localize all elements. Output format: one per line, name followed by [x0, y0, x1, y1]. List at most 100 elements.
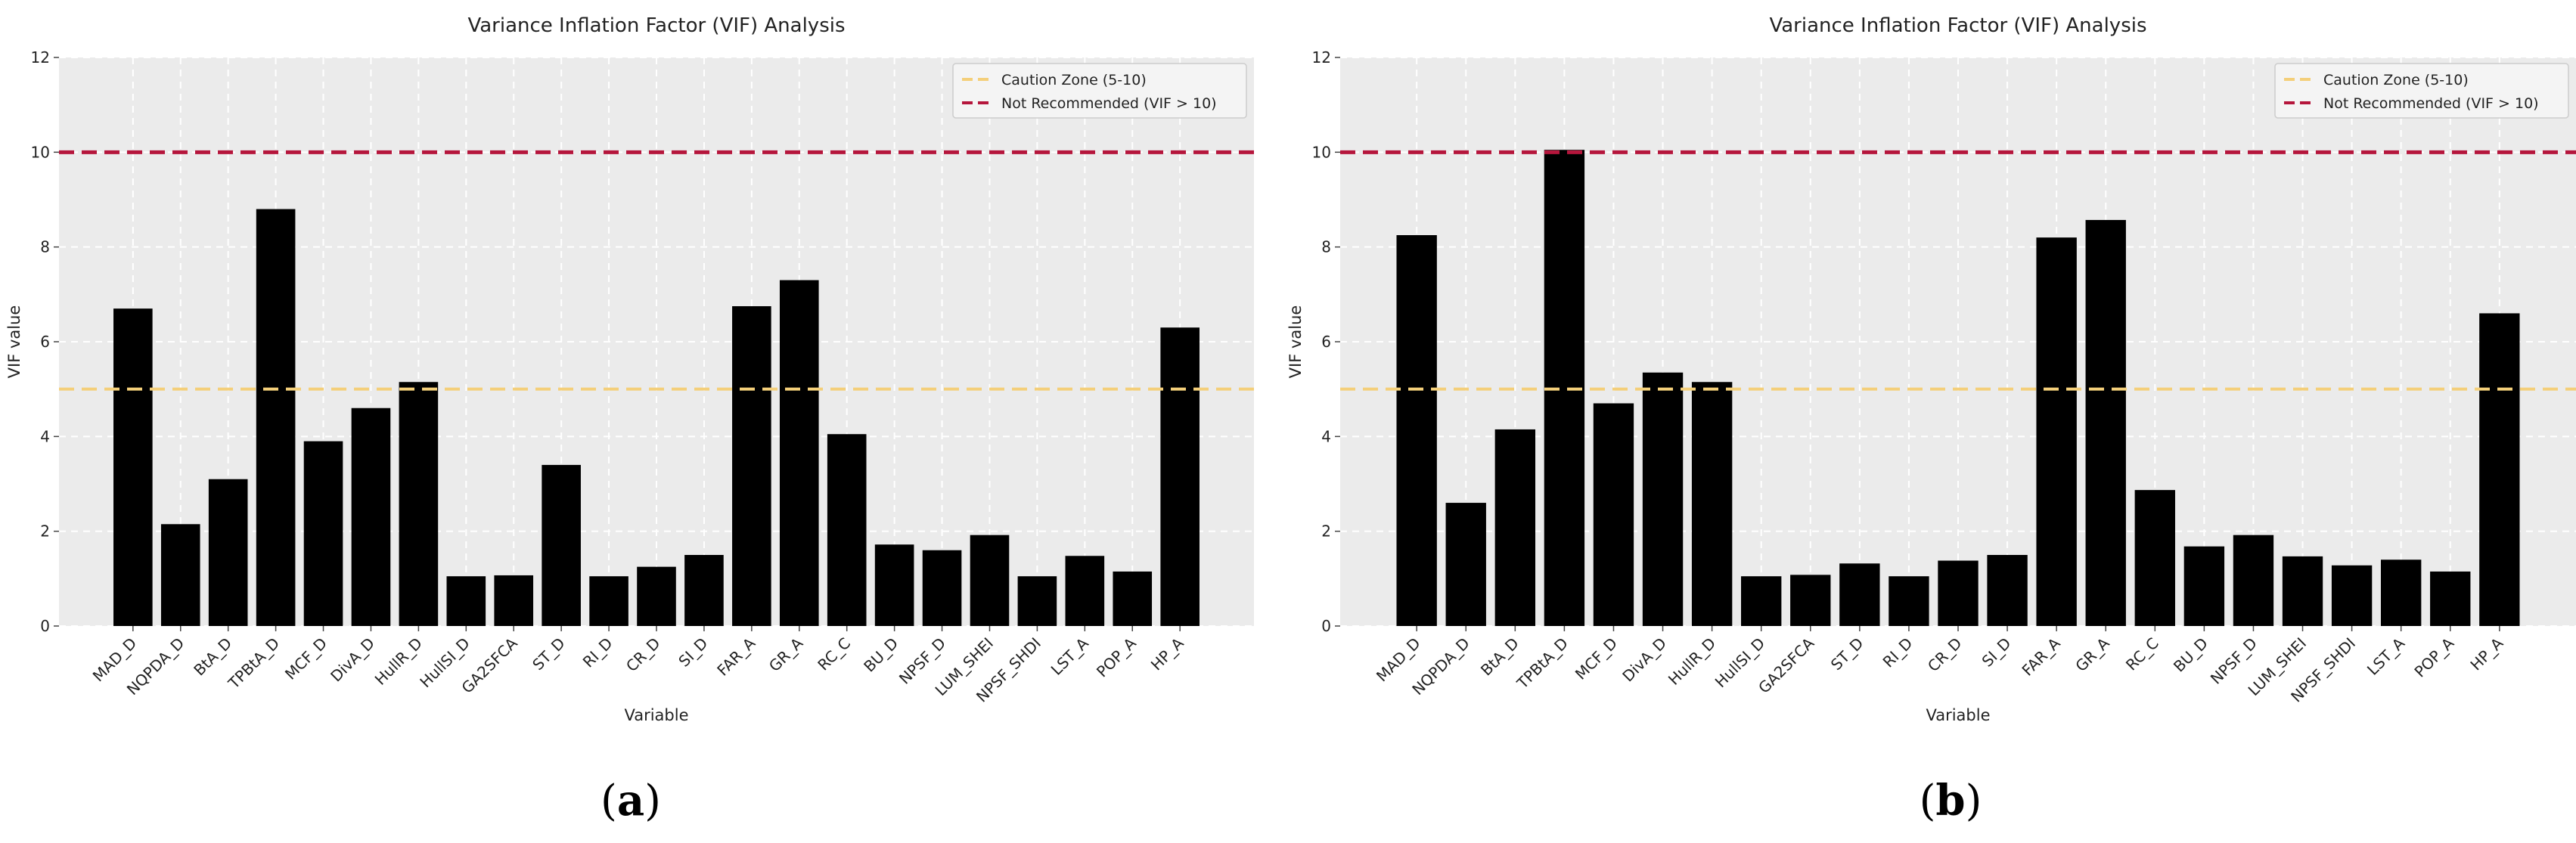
x-tick-label: BU_D: [860, 634, 902, 676]
legend-entry: Not Recommended (VIF > 10): [1001, 95, 1217, 112]
x-tick-label: CR_D: [622, 634, 664, 676]
panel-label-letter: a: [617, 776, 644, 826]
bar-POP_A: [2430, 571, 2471, 626]
x-tick-label: RC_C: [814, 634, 854, 674]
panel-label-open-paren: (: [601, 776, 617, 826]
x-tick-label: RC_C: [2122, 634, 2162, 674]
bar-NPSF_SHDI: [1017, 576, 1057, 626]
bar-GA2SFCA: [494, 575, 534, 626]
y-tick-label: 12: [1312, 48, 1331, 67]
bar-BU_D: [2183, 546, 2225, 626]
bar-RI_D: [1889, 576, 1929, 626]
bar-RC_C: [827, 434, 867, 626]
bar-LUM_SHEI: [970, 535, 1010, 626]
legend: Caution Zone (5-10) Not Recommended (VIF …: [2274, 63, 2569, 119]
y-tick-label: 6: [1321, 333, 1331, 351]
panel-label-letter: b: [1935, 776, 1965, 826]
legend-box: [2274, 63, 2569, 119]
x-tick-label: MCF_D: [1572, 634, 1621, 683]
bar-CR_D: [637, 566, 676, 626]
y-tick-label: 0: [1321, 617, 1331, 635]
y-tick-label: 4: [40, 427, 50, 445]
bar-ST_D: [542, 464, 581, 626]
x-tick-label: SI_D: [1979, 634, 2015, 671]
x-tick-label: BU_D: [2170, 634, 2211, 676]
bar-GA2SFCA: [1790, 575, 1831, 626]
bar-DivA_D: [1642, 372, 1684, 626]
bar-DivA_D: [351, 408, 391, 626]
x-tick-label: LST_A: [1047, 634, 1092, 678]
bar-HullR_D: [1691, 382, 1733, 626]
x-tick-label: BtA_D: [190, 634, 235, 680]
bar-NPSF_D: [922, 550, 962, 626]
panel-label-close-paren: ): [1966, 776, 1982, 826]
bar-HullSI_D: [1741, 576, 1782, 626]
bar-ST_D: [1839, 563, 1880, 626]
panel-label: (b): [1920, 776, 1982, 826]
bar-HP_A: [1160, 327, 1200, 626]
legend: Caution Zone (5-10) Not Recommended (VIF …: [952, 63, 1247, 119]
x-tick-label: HullR_D: [1665, 634, 1719, 689]
x-tick-label: TPBtA_D: [224, 634, 283, 693]
x-tick-label: DivA_D: [327, 634, 378, 686]
chart-title: Variance Inflation Factor (VIF) Analysis: [467, 14, 845, 37]
legend-entry: Caution Zone (5-10): [2323, 72, 2469, 88]
x-tick-label: MCF_D: [281, 634, 331, 683]
bar-MCF_D: [1593, 403, 1634, 626]
bar-FAR_A: [732, 306, 771, 626]
y-tick-label: 12: [31, 48, 50, 67]
y-tick-label: 8: [1321, 238, 1331, 256]
y-axis-label: VIF value: [1286, 305, 1305, 379]
y-tick-label: 10: [31, 143, 50, 161]
x-tick-label: RI_D: [1879, 634, 1916, 671]
bar-LST_A: [2381, 559, 2422, 626]
y-tick-label: 10: [1312, 143, 1331, 161]
y-axis-label: VIF value: [5, 305, 23, 379]
panel-label-close-paren: ): [644, 776, 661, 826]
panel-label: (a): [601, 776, 661, 826]
bar-SI_D: [1987, 555, 2028, 626]
bar-FAR_A: [2036, 237, 2077, 627]
bar-LST_A: [1065, 556, 1105, 626]
bar-BtA_D: [1494, 429, 1535, 626]
x-tick-label: GR_A: [2072, 634, 2113, 675]
x-tick-label: CR_D: [1924, 634, 1966, 676]
legend-entry: Not Recommended (VIF > 10): [2323, 95, 2539, 112]
bar-POP_A: [1113, 571, 1153, 626]
bar-HullSI_D: [446, 576, 486, 626]
bar-NPSF_SHDI: [2331, 565, 2373, 626]
bar-NQPDA_D: [1445, 503, 1486, 626]
bar-RI_D: [589, 576, 628, 626]
x-tick-label: SI_D: [675, 634, 711, 671]
x-tick-label: LST_A: [2363, 634, 2408, 678]
x-tick-label: ST_D: [529, 634, 569, 674]
y-tick-label: 2: [40, 522, 50, 541]
y-tick-label: 2: [1321, 522, 1331, 541]
bar-MAD_D: [113, 308, 153, 626]
bar-LUM_SHEI: [2282, 556, 2323, 626]
bar-GR_A: [779, 280, 819, 626]
legend-box: [952, 63, 1247, 119]
bar-SI_D: [684, 555, 724, 626]
x-tick-label: TPBtA_D: [1513, 634, 1572, 693]
y-tick-label: 0: [40, 617, 50, 635]
x-tick-label: POP_A: [1093, 634, 1140, 680]
bar-MAD_D: [1396, 235, 1437, 626]
x-tick-label: POP_A: [2410, 634, 2457, 680]
bar-NPSF_D: [2233, 535, 2274, 626]
x-axis-label: Variable: [1926, 706, 1990, 724]
legend-entry: Caution Zone (5-10): [1001, 72, 1147, 88]
chart-title: Variance Inflation Factor (VIF) Analysis: [1769, 14, 2146, 37]
bar-GR_A: [2085, 219, 2126, 626]
bar-NQPDA_D: [160, 524, 200, 626]
bar-HP_A: [2479, 313, 2520, 626]
x-tick-label: ST_D: [1827, 634, 1867, 674]
bar-BU_D: [874, 544, 914, 626]
x-tick-label: HP_A: [1147, 634, 1187, 674]
bar-RC_C: [2134, 490, 2175, 626]
x-tick-label: RI_D: [579, 634, 616, 671]
x-tick-label: DivA_D: [1619, 634, 1670, 686]
panel-label-open-paren: (: [1920, 776, 1936, 826]
